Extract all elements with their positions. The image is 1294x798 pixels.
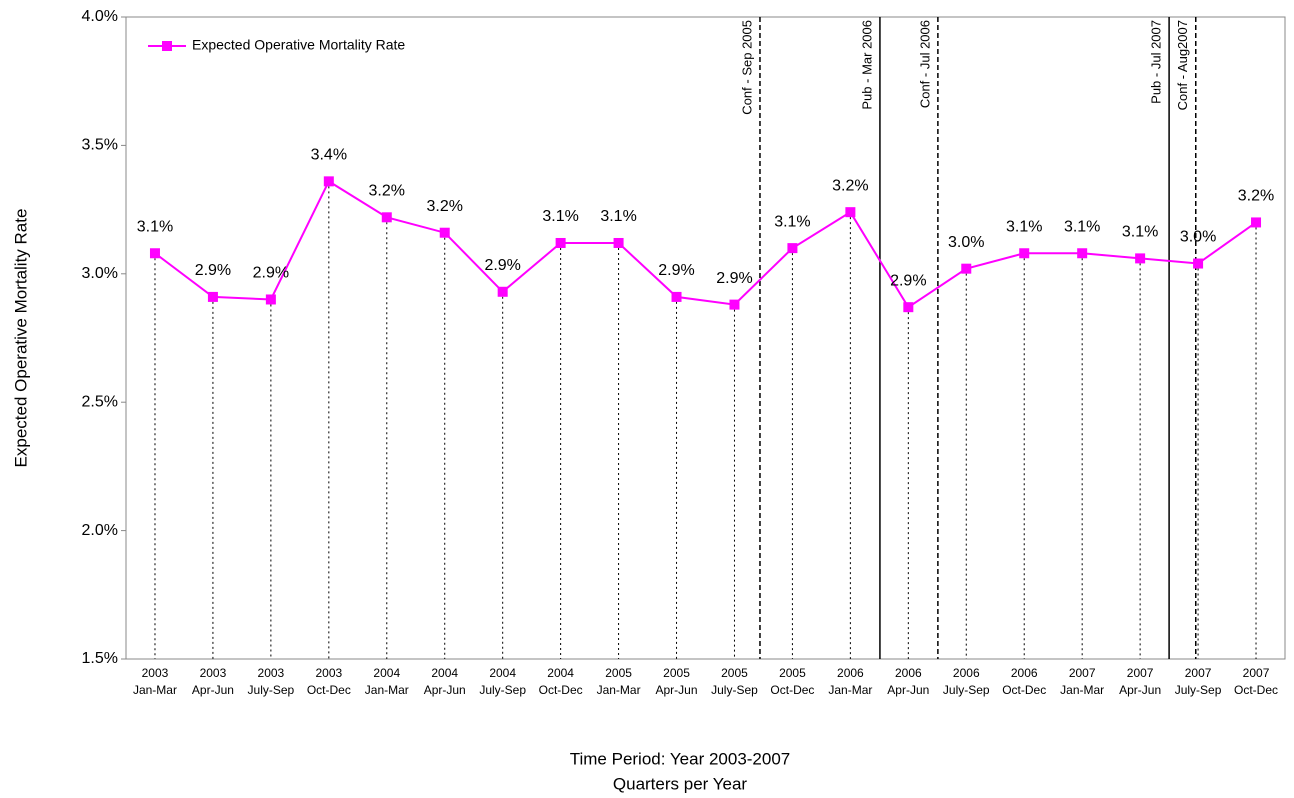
value-label: 2.9% [253,265,289,282]
x-tick-label: July-Sep [711,683,758,697]
value-label: 3.1% [774,213,810,230]
marker [845,207,856,218]
marker [149,248,160,259]
x-tick-label: July-Sep [943,683,990,697]
x-tick-label: Jan-Mar [597,683,641,697]
x-tick-label: 2003 [315,666,342,680]
value-label: 3.1% [137,218,173,235]
marker [729,299,740,310]
value-label: 3.0% [1180,229,1216,246]
x-tick-label: 2005 [779,666,806,680]
x-tick-label: Oct-Dec [1234,683,1278,697]
marker [1077,248,1088,259]
x-tick-label: Jan-Mar [365,683,409,697]
x-tick-label: 2006 [837,666,864,680]
x-tick-label: 2007 [1243,666,1270,680]
value-label: 2.9% [658,262,694,279]
x-tick-label: Apr-Jun [887,683,929,697]
event-label: Conf - Jul 2006 [917,20,932,108]
x-tick-label: 2004 [373,666,400,680]
x-tick-label: Oct-Dec [539,683,583,697]
x-tick-label: Oct-Dec [307,683,351,697]
marker [1193,258,1204,269]
x-tick-label: 2006 [953,666,980,680]
x-tick-label: Apr-Jun [656,683,698,697]
x-tick-label: Apr-Jun [424,683,466,697]
x-tick-label: 2004 [431,666,458,680]
marker [207,291,218,302]
plot-frame [125,16,1286,660]
y-tick-label: 2.0% [82,522,118,539]
marker [613,237,624,248]
value-label: 3.2% [426,198,462,215]
value-label: 3.1% [1122,224,1158,241]
x-tick-label: 2005 [721,666,748,680]
x-tick-label: 2003 [142,666,169,680]
marker [265,294,276,305]
x-tick-label: 2007 [1127,666,1154,680]
x-tick-label: 2005 [605,666,632,680]
y-tick-label: 3.5% [82,137,118,154]
value-label: 3.1% [1006,218,1042,235]
value-label: 3.2% [1238,188,1274,205]
x-tick-label: 2007 [1069,666,1096,680]
value-label: 2.9% [484,257,520,274]
value-label: 3.1% [1064,218,1100,235]
marker [787,243,798,254]
value-label: 3.2% [369,183,405,200]
x-tick-label: 2005 [663,666,690,680]
event-label: Conf - Sep 2005 [739,20,754,115]
x-tick-label: Jan-Mar [1060,683,1104,697]
x-axis-label: Quarters per Year [613,774,748,793]
value-label: 3.1% [600,208,636,225]
marker [439,227,450,238]
x-axis-label: Time Period: Year 2003-2007 [570,749,791,768]
x-tick-label: Oct-Dec [1002,683,1046,697]
x-tick-label: Apr-Jun [192,683,234,697]
value-label: 2.9% [716,270,752,287]
marker [1019,248,1030,259]
marker [1135,253,1146,264]
value-label: 2.9% [195,262,231,279]
series-line [154,179,1257,309]
marker [381,212,392,223]
x-tick-label: Jan-Mar [133,683,177,697]
value-label: 3.4% [311,147,347,164]
y-tick-label: 4.0% [82,8,118,25]
x-tick-label: July-Sep [248,683,295,697]
legend-label: Expected Operative Mortality Rate [192,37,405,53]
x-tick-label: Jan-Mar [828,683,872,697]
event-label: Pub - Mar 2006 [859,20,874,110]
value-label: 3.1% [542,208,578,225]
x-tick-label: July-Sep [479,683,526,697]
x-tick-label: Apr-Jun [1119,683,1161,697]
y-axis-label: Expected Operative Mortality Rate [11,209,30,468]
x-tick-label: 2007 [1185,666,1212,680]
marker [903,302,914,313]
x-tick-label: 2006 [1011,666,1038,680]
value-label: 3.2% [832,177,868,194]
x-tick-label: 2003 [258,666,285,680]
value-label: 2.9% [890,272,926,289]
x-tick-label: 2003 [200,666,227,680]
y-tick-label: 2.5% [82,393,118,410]
event-label: Conf - Aug2007 [1175,20,1190,110]
x-tick-label: 2004 [489,666,516,680]
x-tick-label: 2006 [895,666,922,680]
marker [497,286,508,297]
x-tick-label: July-Sep [1175,683,1222,697]
y-tick-label: 1.5% [82,650,118,667]
y-tick-label: 3.0% [82,265,118,282]
marker [1251,217,1262,228]
marker [961,263,972,274]
marker [323,176,334,187]
marker [671,291,682,302]
event-label: Pub - Jul 2007 [1149,20,1164,104]
legend-marker [162,41,172,51]
x-tick-label: 2004 [547,666,574,680]
marker [555,237,566,248]
x-tick-label: Oct-Dec [770,683,814,697]
value-label: 3.0% [948,234,984,251]
